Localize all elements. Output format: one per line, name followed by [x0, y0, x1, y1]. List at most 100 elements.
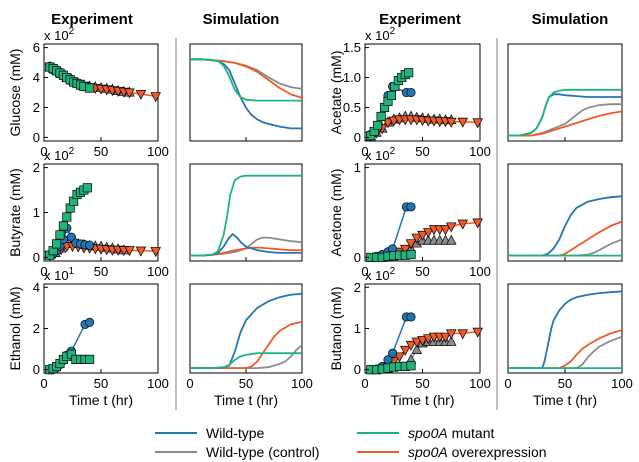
- y-axis-label: Glucose (mM): [7, 49, 23, 137]
- y-multiplier: x 102: [365, 146, 396, 163]
- data-point: [472, 118, 483, 129]
- series-spo0a-overexpression: [508, 329, 623, 370]
- data-point: [399, 345, 411, 356]
- series-line: [508, 88, 622, 137]
- y-tick-label: 0: [354, 130, 361, 145]
- data-point: [445, 329, 457, 340]
- data-point: [405, 239, 417, 250]
- data-point: [66, 349, 76, 359]
- series-spo0a-mutant: [190, 174, 302, 257]
- x-tick-label: 50: [415, 144, 429, 159]
- y-multiplier-base: x 10: [365, 268, 390, 283]
- series-spo0a-overexpression: [508, 110, 623, 137]
- x-tick-label: 0: [504, 376, 511, 391]
- data-point: [406, 202, 416, 212]
- data-point: [406, 312, 416, 322]
- legend-mutant-rest: mutant: [448, 425, 495, 441]
- series-spo0a-mutant: [45, 183, 92, 260]
- data-point: [58, 221, 68, 231]
- y-tick-label: 1.5: [343, 40, 361, 55]
- x-tick-label: 50: [415, 264, 429, 279]
- x-tick-label: 100: [147, 264, 169, 279]
- x-tick-label: 0: [361, 264, 368, 279]
- y-tick-label: 4: [33, 280, 40, 295]
- y-tick-label: 0: [33, 362, 40, 377]
- series-spo0a-mutant: [366, 361, 416, 375]
- data-point: [457, 219, 469, 230]
- panel-acetate-simulation: [507, 43, 623, 142]
- panel-ethanol-simulation: 0 50 100 Time t (hr): [186, 283, 313, 408]
- legend-overexpression-italic: spo0A: [408, 444, 448, 460]
- x-tick-label: 0: [186, 376, 193, 391]
- legend-overexpression-label: spo0A overexpression: [408, 444, 547, 460]
- y-multiplier-base: x 10: [44, 268, 69, 283]
- series-line: [508, 335, 623, 370]
- series-wild-type-control: [190, 58, 303, 90]
- series-wild-type-control: [508, 103, 622, 137]
- x-tick-label: 0: [361, 144, 368, 159]
- series-line: [190, 58, 302, 102]
- x-tick-label: 0: [40, 264, 47, 279]
- series-line: [190, 293, 303, 370]
- y-tick-label: 2: [33, 321, 40, 336]
- y-multiplier-exponent: 2: [390, 26, 396, 37]
- series-line: [190, 352, 302, 370]
- data-point: [405, 340, 417, 351]
- data-point: [404, 68, 414, 78]
- series-spo0a-mutant: [508, 88, 622, 137]
- data-point: [417, 335, 428, 346]
- x-tick-label: 50: [415, 376, 429, 391]
- header-simulation-right: Simulation: [532, 11, 609, 28]
- x-tick-label: 100: [611, 376, 633, 391]
- y-axis-label: Butanol (mM): [328, 286, 344, 370]
- x-tick-label: 0: [40, 376, 47, 391]
- y-tick-label: 0.5: [343, 100, 361, 115]
- data-point: [135, 89, 147, 100]
- series-spo0a-mutant: [366, 68, 414, 141]
- y-tick-label: 1: [354, 321, 361, 336]
- data-point: [406, 87, 416, 98]
- y-tick-label: 0: [354, 250, 361, 265]
- series-wild-type: [508, 290, 623, 370]
- data-point: [472, 327, 483, 338]
- data-point: [85, 240, 95, 250]
- data-point: [376, 111, 386, 122]
- data-point: [394, 352, 405, 363]
- y-tick-label: 4: [33, 70, 40, 85]
- x-tick-label: 50: [94, 144, 108, 159]
- data-point: [422, 334, 434, 345]
- data-point: [440, 332, 451, 343]
- y-tick-label: 6: [33, 40, 40, 55]
- data-point: [85, 317, 95, 327]
- series-line: [190, 232, 302, 257]
- y-multiplier-exponent: 2: [69, 146, 75, 157]
- data-point: [386, 90, 396, 101]
- header-experiment-right: Experiment: [379, 11, 461, 28]
- y-multiplier-base: x 10: [365, 148, 390, 163]
- y-multiplier-base: x 10: [365, 28, 390, 43]
- series-line: [508, 110, 623, 137]
- data-point: [417, 230, 428, 241]
- data-point: [388, 116, 400, 127]
- data-point: [411, 337, 423, 348]
- legend-mutant-label: spo0A mutant: [408, 425, 495, 441]
- data-point: [62, 212, 72, 222]
- x-axis-label: Time t (hr): [390, 392, 454, 408]
- data-point: [124, 246, 135, 257]
- data-point: [399, 244, 411, 255]
- legend-wildtype-label: Wild-type: [206, 425, 265, 441]
- y-tick-label: 1.0: [343, 70, 361, 85]
- y-multiplier: x 102: [365, 266, 396, 283]
- x-tick-label: 100: [469, 264, 491, 279]
- series-wild-type-control: [190, 344, 303, 370]
- data-point: [388, 348, 398, 358]
- y-tick-label: 0: [33, 250, 40, 265]
- data-point: [135, 246, 147, 257]
- data-point: [445, 222, 457, 233]
- data-point: [51, 239, 62, 249]
- y-multiplier-exponent: 1: [69, 266, 75, 277]
- y-multiplier: x 102: [365, 26, 396, 43]
